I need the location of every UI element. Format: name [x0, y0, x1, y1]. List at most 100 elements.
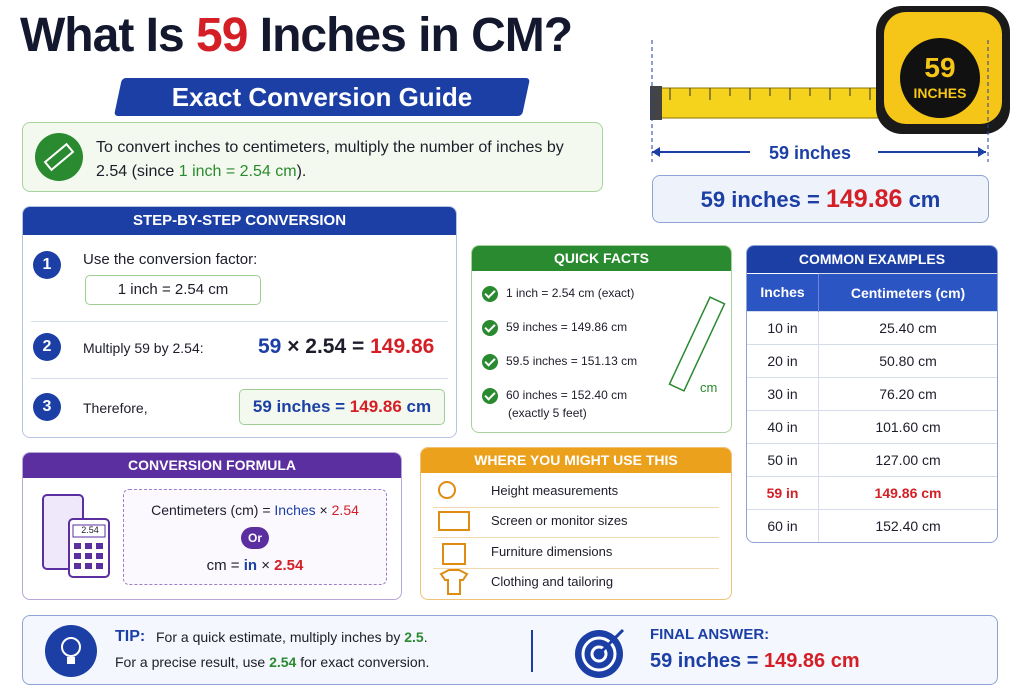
panel-title: COMMON EXAMPLES — [747, 246, 997, 273]
title-text: What Is — [20, 9, 197, 62]
use-item: Height measurements — [491, 483, 619, 498]
column-header: Centimeters (cm) — [818, 273, 997, 312]
use-icons — [438, 481, 470, 595]
formula-line: cm = in × 2.54 — [123, 557, 387, 574]
fact-text: 60 inches = 152.40 cm — [506, 388, 628, 403]
intro-text: To convert inches to centimeters, multip… — [96, 136, 591, 184]
cell: 25.40 cm — [818, 311, 997, 345]
tip-line: For a precise result, use 2.54 for exact… — [115, 654, 429, 670]
text: inches = — [271, 397, 350, 416]
step-number: 1 — [33, 251, 61, 279]
text: 59 — [252, 397, 272, 416]
text: × — [315, 502, 332, 518]
examples-table: Inches Centimeters (cm) 10 in 25.40 cm 20 … — [747, 273, 997, 542]
uses-panel: WHERE YOU MIGHT USE THIS Height measurem… — [420, 447, 732, 600]
calculator-icon — [42, 494, 110, 578]
fact: 1 inch = 2.54 cm (exact) — [482, 286, 634, 302]
answer-box: 59 inches = 149.86 cm — [239, 389, 445, 425]
text: = — [741, 650, 764, 672]
text: 59 inches = — [700, 187, 826, 212]
ruler-label: cm — [700, 380, 718, 395]
value: 149.86 cm — [763, 650, 860, 672]
use-item: Clothing and tailoring — [491, 574, 614, 589]
step-text: Multiply 59 by 2.54: — [83, 340, 204, 356]
cell: 60 in — [747, 509, 819, 542]
divider — [31, 378, 448, 379]
panel-title: STEP-BY-STEP CONVERSION — [23, 207, 456, 235]
panel-title: QUICK FACTS — [472, 246, 731, 271]
use-item: Furniture dimensions — [491, 544, 613, 559]
text: . — [423, 629, 428, 645]
title-number: 59 — [196, 9, 248, 62]
use-item: Screen or monitor sizes — [491, 513, 628, 528]
steps-panel: STEP-BY-STEP CONVERSION 1 Use the conver… — [22, 206, 457, 438]
ruler-icon — [35, 133, 83, 181]
cell: 127.00 cm — [818, 443, 997, 477]
step-number: 2 — [33, 333, 61, 361]
badge-number: 59 — [924, 52, 956, 83]
text: cm — [902, 187, 941, 212]
fact: 59.5 inches = 151.13 cm — [482, 354, 637, 370]
text: To convert inches to centimeters, multip… — [96, 139, 564, 180]
bottom-bar: TIP: For a quick estimate, multiply inch… — [22, 615, 998, 685]
tape-measure — [650, 6, 1010, 162]
text: For a quick estimate, multiply inches by — [156, 629, 405, 645]
step-text: Therefore, — [83, 400, 148, 416]
intro-box: To convert inches to centimeters, multip… — [22, 122, 603, 192]
final-answer: 59 inches = 149.86 cm — [650, 650, 860, 673]
factor-box: 1 inch = 2.54 cm — [85, 275, 261, 305]
cell: 152.40 cm — [818, 509, 997, 542]
cell: 59 in — [747, 476, 819, 510]
ruler-drawing — [668, 296, 726, 392]
text: Centimeters (cm) = — [151, 502, 275, 518]
text: ). — [296, 163, 307, 180]
step-text: Use the conversion factor: — [83, 251, 258, 268]
formula-panel: CONVERSION FORMULA 2.54 Centimeters (cm)… — [22, 452, 402, 600]
title-text: Inches in CM? — [247, 9, 573, 62]
value: 149.86 — [370, 335, 435, 358]
text: × — [257, 557, 275, 574]
subtitle: Exact Conversion Guide — [171, 82, 473, 112]
cell: 20 in — [747, 344, 819, 378]
cell: 10 in — [747, 311, 819, 345]
text: × 2.54 = — [281, 335, 371, 358]
separator — [531, 630, 533, 672]
panel-title: CONVERSION FORMULA — [23, 453, 401, 478]
step-number: 3 — [33, 393, 61, 421]
text: cm = — [206, 557, 244, 574]
tip-label: TIP: — [115, 628, 146, 645]
quick-facts-panel: QUICK FACTS 1 inch = 2.54 cm (exact) 59 … — [471, 245, 732, 433]
cell: 30 in — [747, 377, 819, 411]
text: Inches — [274, 502, 316, 518]
badge-unit: INCHES — [913, 85, 967, 101]
examples-panel: COMMON EXAMPLES Inches Centimeters (cm) 1… — [746, 245, 998, 543]
title: What Is 59 Inches in CM? — [20, 8, 573, 63]
measure-label: 59 inches — [768, 143, 852, 163]
panel-title: WHERE YOU MIGHT USE THIS — [421, 448, 731, 473]
result-box: 59 inches = 149.86 cm — [652, 175, 989, 223]
text: 59 — [258, 335, 282, 358]
divider — [31, 321, 448, 322]
or-badge: Or — [241, 527, 269, 549]
cell: 76.20 cm — [818, 377, 997, 411]
value: 149.86 — [825, 185, 903, 213]
fact: 60 inches = 152.40 cm — [482, 388, 627, 404]
cell: 149.86 cm — [818, 476, 997, 510]
fact-text: 59.5 inches = 151.13 cm — [506, 354, 638, 369]
bulb-icon — [45, 625, 97, 677]
fact: 59 inches = 149.86 cm — [482, 320, 627, 336]
text: 59 inches — [650, 650, 742, 672]
text: 2.54 — [269, 654, 297, 670]
fact-text: 1 inch = 2.54 cm (exact) — [506, 286, 635, 301]
highlight: 1 inch = 2.54 cm — [178, 163, 297, 180]
divider — [433, 537, 719, 538]
tip-line: For a quick estimate, multiply inches by… — [156, 629, 428, 645]
value: 149.86 — [349, 397, 402, 416]
fact-note: (exactly 5 feet) — [508, 406, 587, 420]
text: 2.54 — [274, 557, 304, 574]
text: cm — [401, 397, 432, 416]
text: 2.5 — [404, 629, 424, 645]
divider — [433, 568, 719, 569]
cell: 40 in — [747, 410, 819, 444]
